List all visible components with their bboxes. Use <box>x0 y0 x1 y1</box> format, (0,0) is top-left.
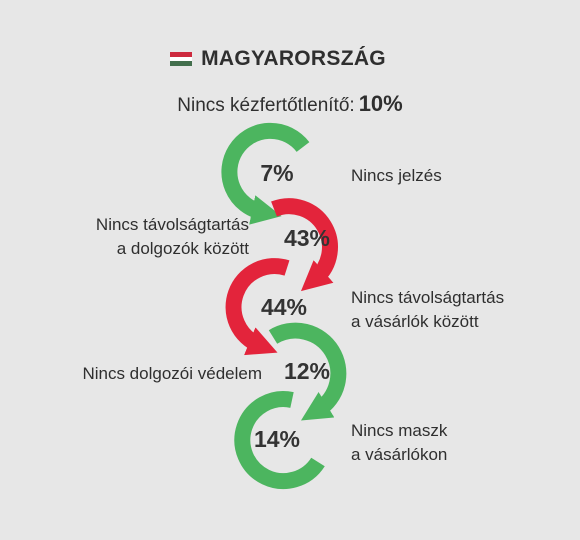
item-4-label: Nincs dolgozói védelem <box>82 364 262 383</box>
lead-stat-label: Nincs kézfertőtlenítő: <box>177 95 355 116</box>
arrow-arc-1 <box>221 122 310 225</box>
item-1-value: 7% <box>260 160 294 186</box>
item-5-value: 14% <box>253 426 301 452</box>
item-2-label: Nincs távolságtartás a dolgozók között <box>95 215 249 258</box>
item-3-value: 44% <box>260 294 308 320</box>
item-4-value: 12% <box>283 358 331 384</box>
lead-stat: Nincs kézfertőtlenítő: 10% <box>0 91 580 117</box>
lead-stat-value: 10% <box>358 91 403 116</box>
arrow-arc-5 <box>234 391 325 490</box>
item-5-label: Nincs maszk a vásárlókon <box>351 421 448 464</box>
arrow-arc-3 <box>225 258 290 356</box>
item-1-label: Nincs jelzés <box>351 166 442 185</box>
arrow-arc-4 <box>268 322 347 421</box>
arrow-arc-2 <box>271 198 338 292</box>
country-title: MAGYARORSZÁG <box>201 47 386 70</box>
item-3-label: Nincs távolságtartás a vásárlók között <box>351 288 505 331</box>
item-2-value: 43% <box>283 225 331 251</box>
header: MAGYARORSZÁG <box>0 44 580 74</box>
hungary-flag-icon <box>170 52 193 67</box>
